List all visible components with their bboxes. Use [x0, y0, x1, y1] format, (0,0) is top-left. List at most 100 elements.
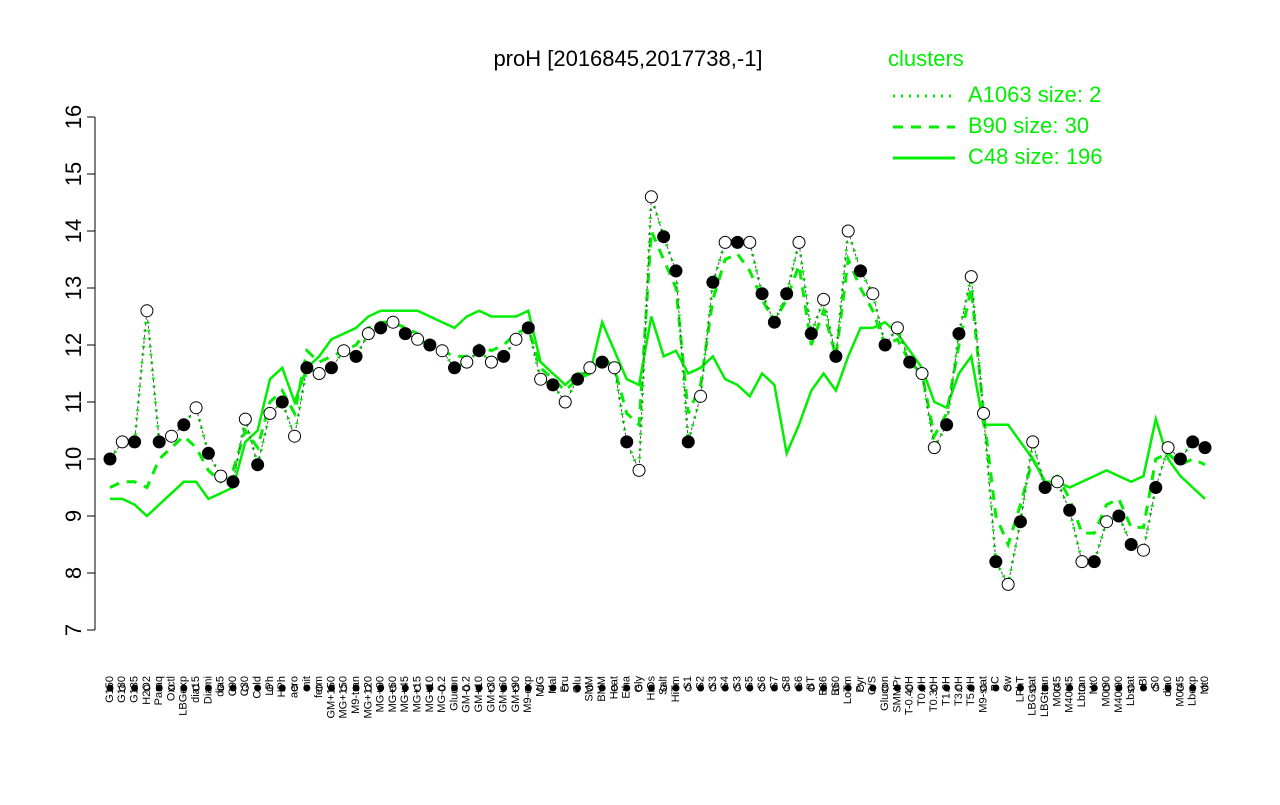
x-tick-label: T0.30H	[928, 676, 940, 712]
rug-marker	[131, 684, 139, 692]
plot-area	[95, 100, 1210, 630]
x-tick-label: Cold	[252, 676, 264, 699]
rug-marker	[217, 684, 225, 692]
y-tick-label: 14	[61, 219, 86, 243]
y-tick-label: 9	[61, 510, 86, 522]
rug-marker	[1078, 684, 1086, 692]
x-tick-label: Glucon	[448, 676, 460, 711]
x-tick-label: dia5	[215, 676, 227, 697]
x-tick-label: S1	[682, 676, 694, 689]
data-point	[509, 332, 523, 346]
x-tick-label: Paraq	[153, 676, 165, 705]
x-tick-label: MG+120	[362, 676, 374, 719]
x-tick-label: Diami	[202, 676, 214, 704]
data-point	[238, 412, 252, 426]
rug-marker	[266, 684, 274, 692]
x-tick-label: MG+60	[387, 676, 399, 712]
x-tick-label: C30	[239, 676, 251, 696]
legend-label: A1063 size: 2	[968, 82, 1101, 107]
x-tick-label: B36	[818, 676, 830, 696]
x-tick-label: Mt0	[1199, 676, 1211, 694]
data-point	[620, 435, 634, 449]
x-tick-label: aero	[288, 676, 300, 698]
rug-marker	[635, 684, 643, 692]
rug-marker	[241, 684, 249, 692]
data-point	[374, 321, 388, 335]
data-point	[386, 315, 400, 329]
x-tick-label: LoTm	[842, 676, 854, 704]
x-tick-label: S0	[1150, 676, 1162, 689]
x-tick-label: MG+15	[411, 676, 423, 712]
rug-marker	[549, 684, 557, 692]
rug-marker	[475, 684, 483, 692]
data-point	[607, 361, 621, 375]
rug-marker	[537, 684, 545, 692]
data-point	[521, 321, 535, 335]
x-tick-label: B60	[830, 676, 842, 696]
x-tick-label: M/G	[535, 676, 547, 697]
data-point	[743, 235, 757, 249]
data-point	[1124, 538, 1138, 551]
data-point	[324, 361, 338, 375]
data-point	[977, 406, 991, 420]
data-point	[152, 435, 166, 449]
x-tick-label: S6	[756, 676, 768, 689]
x-tick-label: S4	[719, 676, 731, 689]
x-tick-label: Lbstat	[1125, 676, 1137, 706]
rug-marker	[758, 684, 766, 692]
x-tick-label: S5	[744, 676, 756, 689]
rug-marker	[709, 684, 717, 692]
data-point	[792, 235, 806, 249]
data-point	[534, 372, 548, 386]
data-point	[890, 321, 904, 335]
x-tick-label: ferm	[313, 676, 325, 698]
rug-marker	[524, 684, 532, 692]
rug-marker	[512, 684, 520, 692]
x-tick-label: GM-0.2	[461, 676, 473, 713]
data-point	[755, 287, 769, 301]
data-point	[1026, 435, 1040, 449]
x-tick-label: LBGstat	[1027, 676, 1039, 716]
x-tick-label: LPh	[264, 676, 276, 696]
rug-marker	[586, 684, 594, 692]
rug-marker	[291, 684, 299, 692]
rug-marker	[906, 684, 914, 692]
data-point	[989, 555, 1003, 569]
x-tick-label: MG-0.2	[436, 676, 448, 713]
x-tick-label: H2O2	[141, 676, 153, 705]
x-tick-label: Sw	[1002, 676, 1014, 691]
legend-label: C48 size: 196	[968, 144, 1103, 169]
data-point	[411, 332, 425, 346]
data-point	[337, 344, 351, 358]
x-tick-label: MG+10	[424, 676, 436, 712]
rug-marker	[721, 684, 729, 692]
data-point	[300, 361, 314, 375]
rug-marker	[697, 684, 705, 692]
rug-marker	[684, 684, 692, 692]
x-tick-label: LPhT	[1014, 676, 1026, 703]
rug-marker	[1029, 684, 1037, 692]
x-tick-label: nit	[301, 676, 313, 688]
rug-marker	[463, 684, 471, 692]
y-tick-label: 7	[61, 624, 86, 636]
data-point	[964, 270, 978, 284]
rug-marker	[1004, 684, 1012, 692]
y-tick-label: 16	[61, 105, 86, 129]
rug-marker	[143, 684, 151, 692]
x-tick-label: S3	[731, 676, 743, 689]
rug-marker	[598, 684, 606, 692]
x-tick-label: Gly	[633, 676, 645, 693]
x-tick-label: MG+45	[399, 676, 411, 712]
x-tick-label: GM+60	[498, 676, 510, 712]
rug-marker	[1189, 684, 1197, 692]
data-point	[312, 367, 326, 380]
x-tick-label: Oxctl	[165, 676, 177, 701]
data-point	[1198, 441, 1212, 455]
data-point	[447, 361, 461, 375]
rug-marker	[647, 684, 655, 692]
x-tick-label: M9-exp	[522, 676, 534, 713]
rug-marker	[377, 684, 385, 692]
y-tick-label: 8	[61, 567, 86, 579]
data-point	[595, 355, 609, 369]
data-point	[1001, 577, 1015, 591]
